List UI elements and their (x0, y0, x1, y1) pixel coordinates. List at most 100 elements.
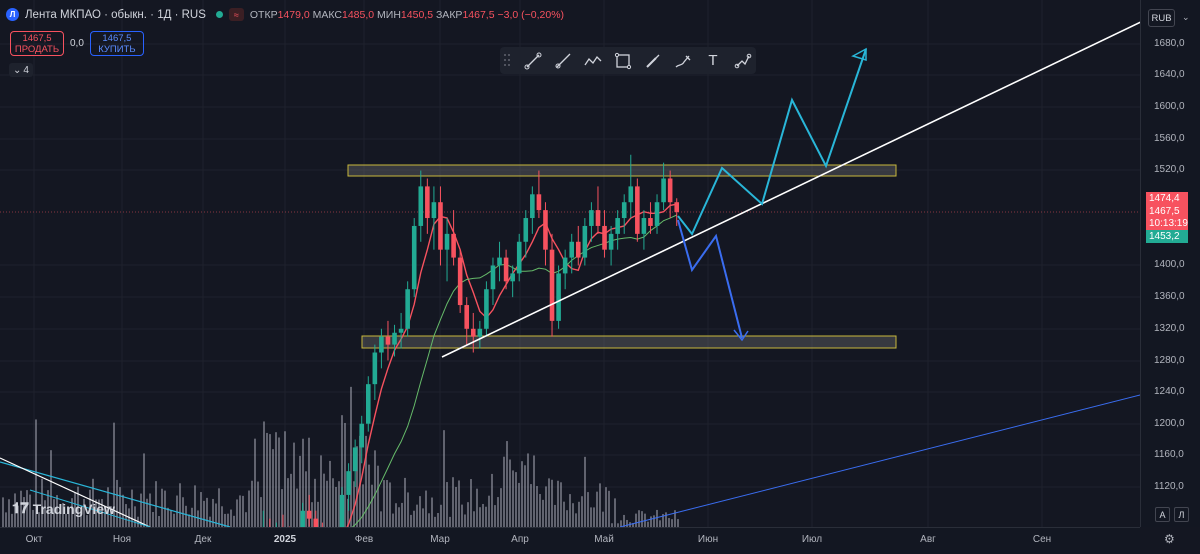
candle-body (635, 186, 640, 234)
candle-body (562, 257, 568, 274)
path-icon[interactable] (732, 50, 754, 72)
volume-bar (167, 507, 169, 527)
volume-bar (311, 502, 313, 527)
gear-icon[interactable]: ⚙ (1164, 532, 1175, 546)
volume-bar (23, 497, 25, 527)
currency-selector[interactable]: RUB (1148, 9, 1175, 27)
symbol-title[interactable]: Лента МКПАО · обыкн. · 1Д · RUS (25, 8, 206, 21)
volume-bar (479, 507, 481, 527)
volume-bar (521, 461, 523, 527)
log-scale-button[interactable]: Л (1174, 507, 1189, 522)
spread-value: 0,0 (70, 38, 84, 49)
volume-bar (146, 498, 148, 527)
volume-bar (317, 501, 319, 527)
volume-bar (185, 505, 187, 527)
volume-bar (410, 514, 412, 527)
lenta-logo-icon: Л (6, 8, 19, 21)
volume-bar (632, 523, 634, 527)
volume-bar (215, 503, 217, 527)
candle-body (582, 225, 588, 258)
ray-icon[interactable] (552, 50, 574, 72)
candle-body (379, 336, 384, 353)
volume-bar (293, 442, 295, 527)
volume-bar (512, 470, 514, 527)
trend-line-icon[interactable] (522, 50, 544, 72)
sell-button[interactable]: 1467,5 ПРОДАТЬ (10, 31, 64, 56)
volume-bar (620, 520, 622, 527)
price-chart[interactable] (0, 0, 1140, 527)
volume-bar (581, 496, 583, 527)
volume-bar (473, 511, 475, 527)
indicators-toggle[interactable]: ⌄ 4 (9, 63, 33, 77)
volume-bar (134, 506, 136, 527)
volume-bar (251, 480, 253, 527)
slow-moving-average (351, 214, 677, 527)
change-value: −3,0 (−0,20%) (497, 8, 565, 21)
volume-bar (308, 437, 310, 527)
volume-bar (182, 497, 184, 527)
volume-bar (272, 449, 274, 527)
logo-text: TradingView (32, 500, 115, 517)
brush-icon[interactable] (642, 50, 664, 72)
volume-bar (5, 512, 7, 527)
low-value: 1450,5 (400, 8, 434, 21)
volume-bar (356, 446, 358, 527)
volume-bar (2, 497, 4, 527)
volume-bar (95, 499, 97, 527)
volume-bar (551, 479, 553, 527)
auto-scale-button[interactable]: A (1155, 507, 1170, 522)
volume-bar (206, 497, 208, 527)
volume-bar (407, 492, 409, 527)
drag-handle-icon[interactable] (504, 53, 510, 68)
candle-body (457, 257, 463, 306)
tradingview-logo[interactable]: 𝟏𝟕 TradingView (12, 500, 115, 517)
candle-body (464, 305, 470, 329)
volume-bar (662, 514, 664, 527)
volume-bar (287, 478, 289, 527)
volume-bar (41, 478, 43, 527)
rectangle-icon[interactable] (612, 50, 634, 72)
buy-price: 1467,5 (102, 32, 132, 44)
volume-bar (236, 499, 238, 527)
volume-bar (383, 480, 385, 527)
price-tick-label: 1360,0 (1154, 291, 1185, 302)
volume-bar (674, 510, 676, 527)
text-icon[interactable]: T (708, 52, 718, 69)
time-tick-label: Сен (1032, 534, 1052, 545)
volume-bar (26, 490, 28, 527)
volume-bar (362, 484, 364, 527)
buy-button[interactable]: 1467,5 КУПИТЬ (89, 31, 144, 56)
volume-bar (77, 486, 79, 527)
volume-bar (101, 498, 103, 527)
price-tick-label: 1320,0 (1154, 323, 1185, 334)
time-axis[interactable]: Окт Ноя Дек 2025 Фев Мар Апр Май Июн Июл Авг Сен (0, 527, 1140, 554)
chevron-down-icon[interactable]: ⌄ (1182, 12, 1190, 22)
pen-icon[interactable] (672, 50, 694, 72)
volume-bar (596, 491, 598, 527)
candle-body (418, 186, 424, 226)
drawing-toolbar: T (500, 47, 756, 74)
volume-bar (494, 505, 496, 527)
volume-bar (347, 498, 349, 527)
volume-bar (203, 500, 205, 527)
price-axis[interactable]: 1680,0 1640,0 1600,0 1560,0 1520,0 1400,0 1360… (1140, 0, 1200, 527)
last-price-badge: 1467,5 (1146, 205, 1188, 218)
volume-bar (533, 455, 535, 527)
polyline-icon[interactable] (582, 50, 604, 72)
price-tick-label: 1640,0 (1154, 69, 1185, 80)
volume-bar (173, 513, 175, 527)
volume-bar (515, 472, 517, 527)
volume-bar (242, 495, 244, 527)
volume-bar (296, 488, 298, 527)
volume-bar (83, 498, 85, 527)
volume-bar (8, 499, 10, 527)
old-trend-line-cyan (0, 461, 231, 527)
candle-body (608, 233, 614, 250)
candle-body (615, 218, 620, 234)
volume-bar (530, 484, 532, 527)
candle-body (641, 218, 647, 234)
volume-bar (371, 484, 373, 527)
volume-bar (329, 460, 331, 527)
volume-bar (212, 498, 214, 527)
volume-bar (656, 509, 658, 527)
